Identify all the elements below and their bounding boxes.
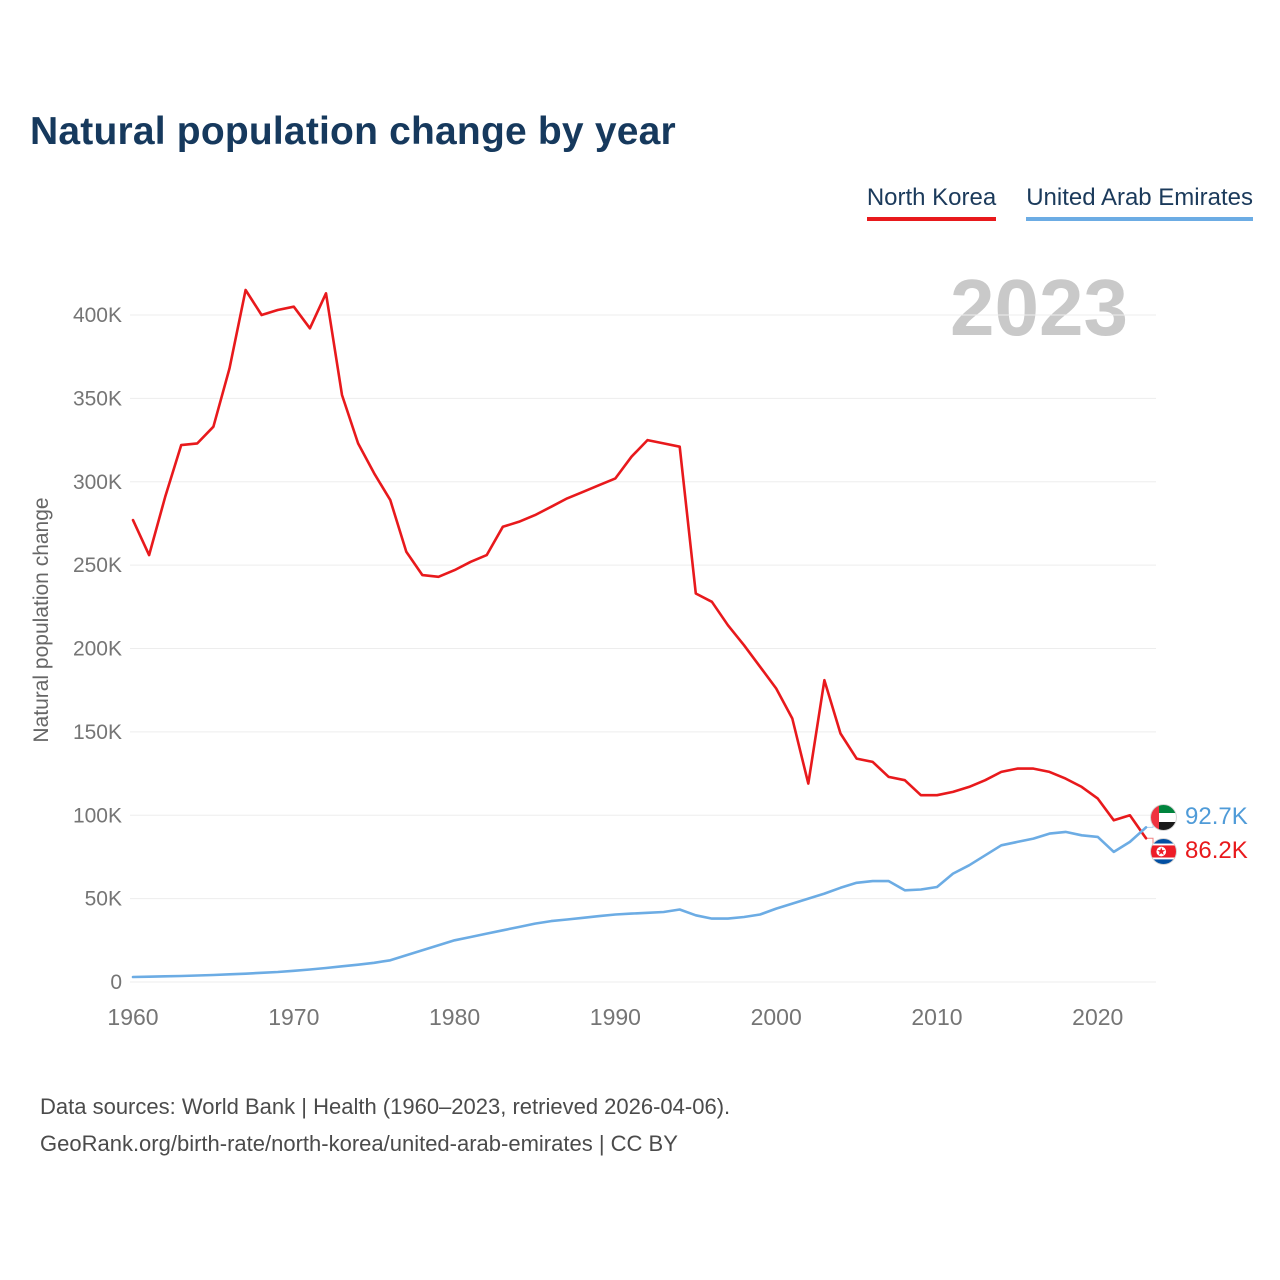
end-label-north-korea: 86.2K xyxy=(1150,837,1248,865)
end-value-north-korea: 86.2K xyxy=(1185,837,1248,864)
y-tick-label: 350K xyxy=(73,387,122,410)
x-tick-label: 2010 xyxy=(911,1004,962,1030)
attribution-line: GeoRank.org/birth-rate/north-korea/unite… xyxy=(40,1131,678,1156)
year-watermark: 2023 xyxy=(950,263,1128,352)
series-line-united-arab-emirates xyxy=(131,826,1148,979)
y-tick-label: 100K xyxy=(73,804,122,827)
legend-item-united-arab-emirates[interactable]: United Arab Emirates xyxy=(1026,184,1253,221)
y-tick-label: 150K xyxy=(73,721,122,744)
y-tick-label: 200K xyxy=(73,638,122,661)
x-tick-label: 1990 xyxy=(590,1004,641,1030)
legend-item-north-korea[interactable]: North Korea xyxy=(866,184,997,221)
y-tick-label: 0 xyxy=(110,971,122,994)
legend: North Korea United Arab Emirates xyxy=(866,184,1253,221)
x-tick-label: 1960 xyxy=(107,1004,158,1030)
end-value-uae: 92.7K xyxy=(1185,803,1248,830)
x-tick-label: 2020 xyxy=(1072,1004,1123,1030)
footer: Data sources: World Bank | Health (1960–… xyxy=(40,1088,730,1162)
x-tick-label: 1970 xyxy=(268,1004,319,1030)
x-tick-label: 1980 xyxy=(429,1004,480,1030)
end-label-united-arab-emirates: 92.7K xyxy=(1150,803,1248,831)
page-title: Natural population change by year xyxy=(30,110,676,153)
y-tick-label: 50K xyxy=(85,888,122,911)
data-sources-line: Data sources: World Bank | Health (1960–… xyxy=(40,1094,731,1119)
uae-flag-icon xyxy=(1150,803,1177,831)
y-tick-label: 300K xyxy=(73,471,122,494)
y-tick-label: 400K xyxy=(73,304,122,327)
x-tick-label: 2000 xyxy=(751,1004,802,1030)
series-line-north-korea xyxy=(131,288,1148,840)
y-tick-label: 250K xyxy=(73,554,122,577)
north-korea-flag-icon xyxy=(1150,837,1177,865)
